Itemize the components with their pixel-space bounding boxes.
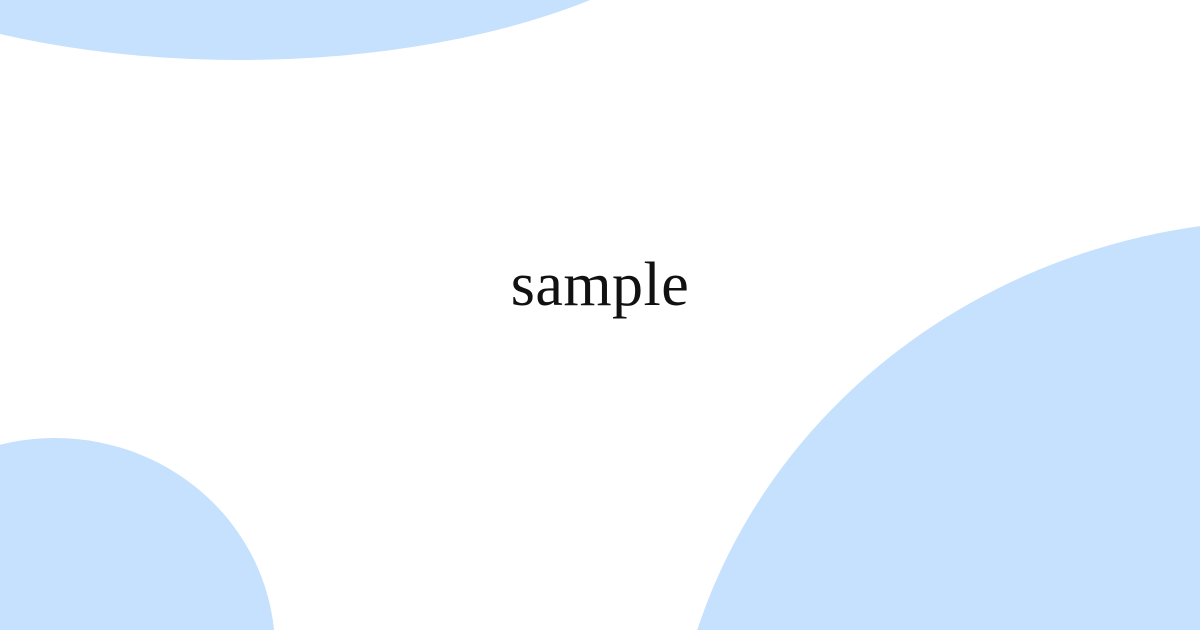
blob-bottom-left xyxy=(0,438,274,630)
blob-top-left xyxy=(0,0,591,60)
blob-bottom-right xyxy=(697,226,1200,630)
page-title: sample xyxy=(510,251,690,319)
